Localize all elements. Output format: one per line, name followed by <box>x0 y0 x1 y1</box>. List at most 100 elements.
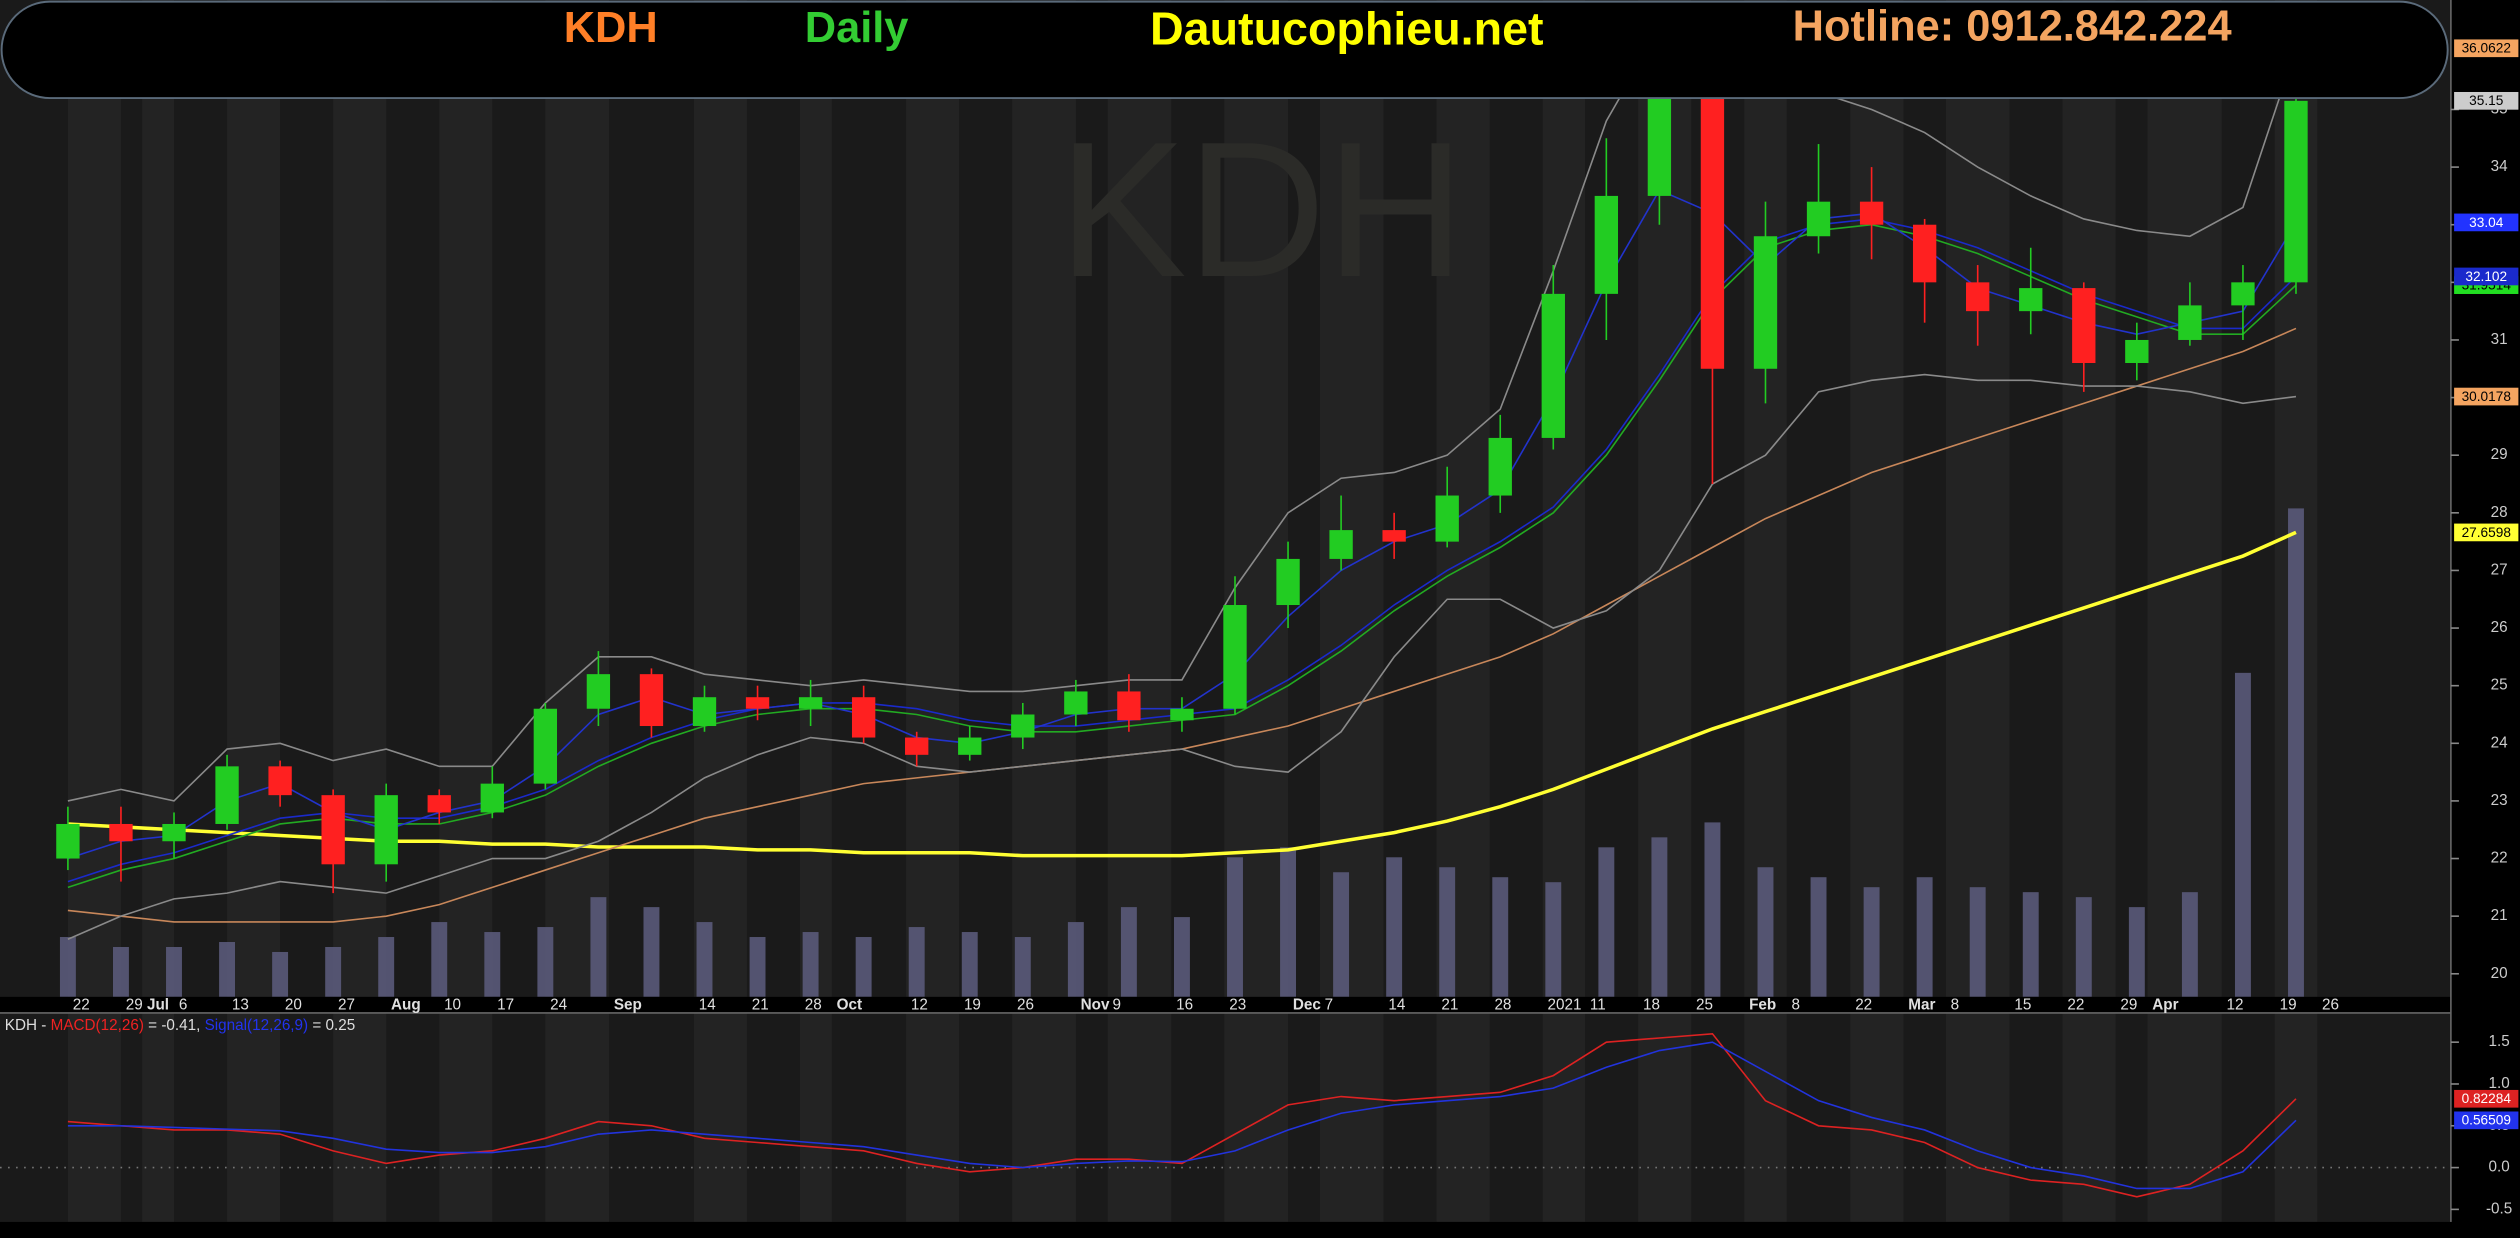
macd-title-part: KDH - <box>5 1017 51 1034</box>
volume-bar <box>1810 877 1827 997</box>
volume-bar <box>749 937 766 997</box>
y-tick-label: 29 <box>2491 446 2508 463</box>
week-stripe <box>439 0 493 1222</box>
volume-bar <box>431 922 448 997</box>
week-stripe <box>1850 0 1904 1222</box>
watermark: KDH <box>1058 101 1465 317</box>
value-box <box>2454 213 2519 232</box>
y-tick-label: 22 <box>2491 850 2508 867</box>
candle-body <box>958 737 982 755</box>
candle-body <box>374 795 398 865</box>
y-tick-label: 23 <box>2491 792 2508 809</box>
candle-body <box>2178 305 2202 340</box>
value-box-label: 30.0178 <box>2462 389 2511 404</box>
volume-bar <box>1863 887 1880 997</box>
volume-bar <box>1916 877 1933 997</box>
volume-bar <box>2075 897 2092 997</box>
volume-bar <box>1067 922 1084 997</box>
x-tick-label: 10 <box>444 997 461 1014</box>
candle-body <box>1435 495 1459 542</box>
candle-body <box>1806 201 1831 237</box>
overlay: 22 29 Jul 6 13 20 27 Aug 10 17 24 Sep 14 21 28 Oct 12 19 2… <box>0 39 2519 1217</box>
candle-body <box>1329 530 1353 559</box>
candle-body <box>162 823 186 842</box>
x-tick-label: 26 <box>1017 997 1034 1014</box>
x-tick-label: Sep <box>614 997 642 1014</box>
week-stripe <box>799 0 832 1222</box>
candle-body <box>1541 293 1565 438</box>
x-tick-label: 7 <box>1325 997 1333 1014</box>
candle-body <box>2072 288 2096 364</box>
value-box-label: 36.0622 <box>2462 41 2511 56</box>
indicator-line <box>67 530 2297 858</box>
x-tick-label: 21 <box>752 997 769 1014</box>
x-tick-label: 12 <box>911 997 928 1014</box>
x-tick-label: 13 <box>232 997 249 1014</box>
candle-body <box>533 708 558 784</box>
x-tick-label: 11 <box>1590 997 1606 1014</box>
week-stripe <box>1638 0 1692 1222</box>
x-tick-label: 23 <box>1229 997 1246 1014</box>
x-tick-label: 15 <box>2014 997 2031 1014</box>
candle-body <box>1647 97 1672 196</box>
candle-body <box>109 823 133 842</box>
candle-body <box>2125 339 2149 364</box>
volume-bar <box>643 907 660 997</box>
value-box <box>2454 387 2519 406</box>
y-tick-label: 1.5 <box>2488 1033 2509 1050</box>
candle-body <box>1488 437 1512 496</box>
x-tick-label: Apr <box>2152 997 2178 1014</box>
candle-body <box>1064 691 1088 715</box>
volume-bar <box>1704 822 1721 997</box>
volume-bar <box>1439 867 1456 997</box>
value-box <box>2454 1089 2519 1108</box>
x-tick-label: Mar <box>1908 997 1935 1014</box>
candle-body <box>56 823 80 859</box>
indicator-line <box>67 373 2297 940</box>
volume-bar <box>1014 937 1031 997</box>
header-ticker: KDH <box>564 4 658 52</box>
candle-body <box>905 737 929 755</box>
x-tick-label: 16 <box>1176 997 1193 1014</box>
week-stripe <box>1107 0 1172 1222</box>
macd-title-part: MACD(12,26) <box>51 1017 144 1034</box>
candle-body <box>1382 530 1406 542</box>
candle-body <box>745 697 770 709</box>
volume-bar <box>112 946 129 997</box>
volume-bar <box>219 942 236 997</box>
x-tick-label: 8 <box>1792 997 1800 1014</box>
value-box <box>2454 39 2519 58</box>
week-stripe <box>906 0 960 1222</box>
volume-bar <box>1757 867 1774 997</box>
volume-bar <box>1492 877 1509 997</box>
x-tick-label: 19 <box>2280 997 2297 1014</box>
x-tick-label: 25 <box>1696 997 1713 1014</box>
volume-bar <box>1651 837 1668 997</box>
y-tick-label: 25 <box>2491 677 2508 694</box>
x-tick-label: 22 <box>1855 997 1872 1014</box>
x-tick-label: 22 <box>73 997 90 1014</box>
volume-bar <box>1333 872 1350 997</box>
bottom-strip <box>0 1221 2520 1238</box>
y-tick-label: 34 <box>2491 158 2508 175</box>
volume-bar <box>166 946 182 997</box>
y-tick-label: 26 <box>2491 619 2508 636</box>
macd-title: KDH - MACD(12,26) = -0.41, Signal(12,26,… <box>5 1017 355 1034</box>
value-box <box>2454 1111 2519 1130</box>
candle-body <box>1753 236 1778 369</box>
x-tick-label: 28 <box>1494 997 1511 1014</box>
volume-bar <box>961 932 978 997</box>
y-axis-strip <box>2450 0 2520 1238</box>
candle-body <box>321 795 345 865</box>
candle-body <box>1700 97 1725 369</box>
x-tick-label: Jul <box>147 997 169 1014</box>
week-stripe <box>1744 0 1787 1222</box>
week-stripe <box>67 0 121 1222</box>
price-plot <box>56 16 2308 997</box>
candle-body <box>427 795 451 813</box>
candle-body <box>1011 714 1035 738</box>
x-tick-label: 28 <box>805 997 822 1014</box>
candle-body <box>1117 691 1141 721</box>
